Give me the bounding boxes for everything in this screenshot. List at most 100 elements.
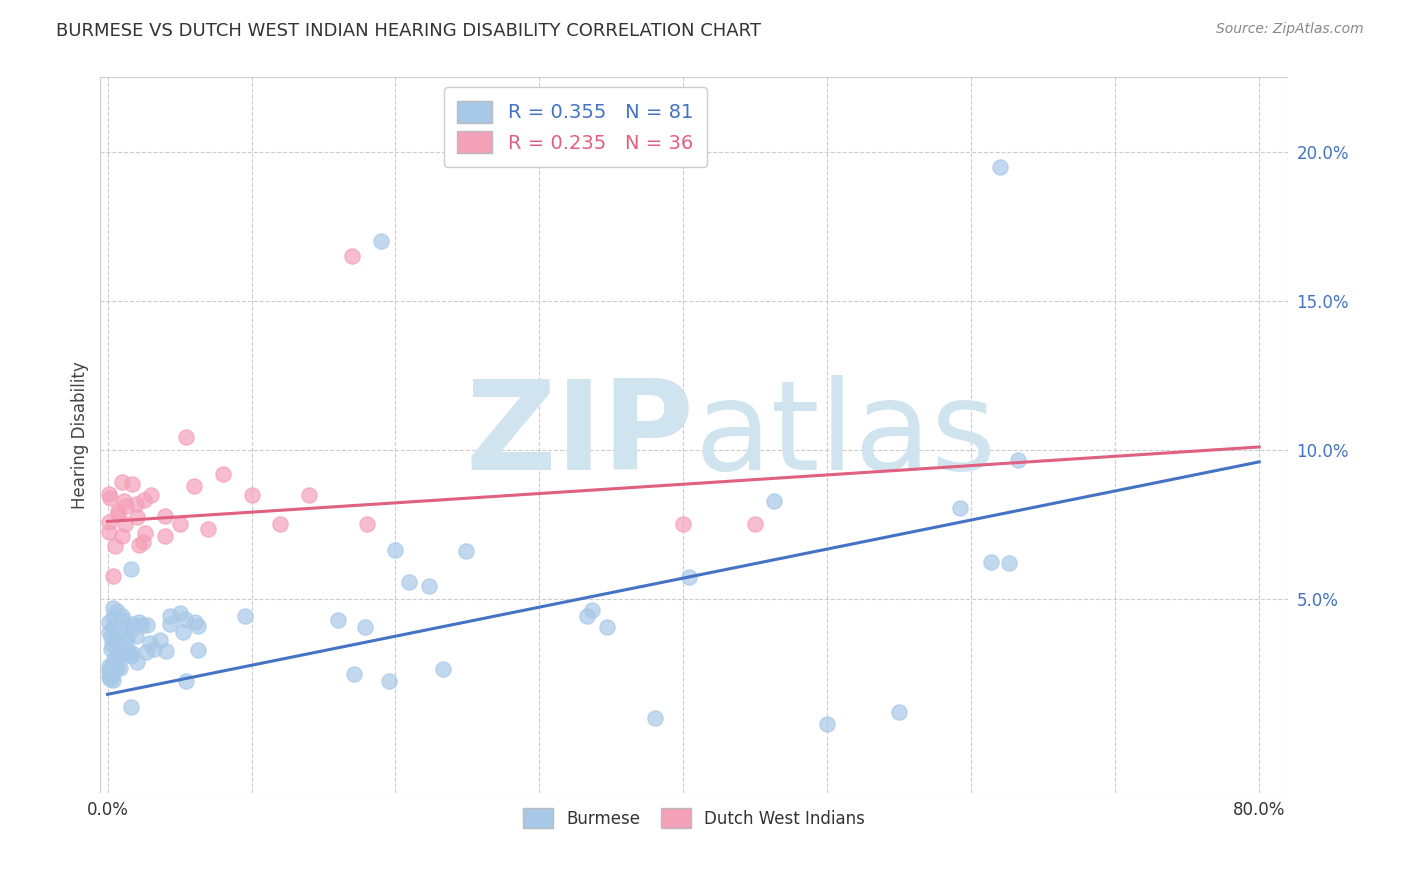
Point [136, 617, 159, 632]
Point [112, 494, 135, 508]
Point [988, 160, 1011, 174]
Point [104, 539, 127, 553]
Point [101, 569, 124, 583]
Point [100, 630, 122, 644]
Point [111, 619, 134, 633]
Point [111, 529, 134, 543]
Point [581, 602, 603, 616]
Y-axis label: Hearing Disability: Hearing Disability [72, 361, 89, 509]
Point [184, 615, 207, 629]
Point [326, 613, 349, 627]
Point [744, 517, 766, 532]
Point [418, 578, 440, 592]
Point [105, 640, 128, 655]
Point [172, 624, 194, 639]
Point [121, 646, 143, 660]
Point [101, 673, 124, 687]
Point [134, 526, 156, 541]
Point [127, 510, 149, 524]
Point [114, 499, 136, 513]
Point [101, 638, 124, 652]
Point [1007, 453, 1029, 467]
Point [342, 666, 364, 681]
Point [98, 524, 121, 539]
Text: ZIP: ZIP [465, 375, 695, 496]
Point [159, 617, 181, 632]
Point [98, 671, 121, 685]
Point [120, 623, 142, 637]
Point [104, 631, 127, 645]
Point [183, 479, 205, 493]
Point [111, 475, 134, 490]
Point [187, 642, 209, 657]
Point [108, 661, 131, 675]
Point [120, 700, 142, 714]
Point [98, 615, 121, 630]
Point [132, 534, 155, 549]
Point [105, 604, 128, 618]
Point [169, 517, 191, 532]
Point [127, 656, 149, 670]
Point [120, 649, 142, 664]
Point [107, 507, 129, 521]
Point [101, 610, 124, 624]
Point [576, 609, 599, 624]
Point [112, 614, 135, 628]
Point [103, 601, 125, 615]
Point [644, 711, 666, 725]
Point [815, 717, 838, 731]
Point [98, 487, 121, 501]
Point [174, 674, 197, 689]
Point [153, 529, 176, 543]
Point [211, 467, 233, 481]
Point [889, 705, 911, 719]
Point [101, 669, 124, 683]
Point [131, 618, 153, 632]
Point [153, 508, 176, 523]
Point [117, 644, 139, 658]
Point [98, 673, 121, 687]
Point [159, 609, 181, 624]
Point [949, 501, 972, 516]
Point [114, 517, 136, 532]
Point [107, 504, 129, 518]
Point [998, 557, 1021, 571]
Point [762, 494, 785, 508]
Point [135, 645, 157, 659]
Point [678, 570, 700, 584]
Point [149, 633, 172, 648]
Point [121, 477, 143, 491]
Point [108, 639, 131, 653]
Point [128, 615, 150, 630]
Point [378, 674, 401, 689]
Point [139, 636, 162, 650]
Point [173, 612, 195, 626]
Point [169, 607, 191, 621]
Point [98, 664, 121, 678]
Point [125, 629, 148, 643]
Point [298, 488, 321, 502]
Point [120, 562, 142, 576]
Text: Source: ZipAtlas.com: Source: ZipAtlas.com [1216, 22, 1364, 37]
Point [114, 647, 136, 661]
Point [132, 493, 155, 508]
Point [370, 235, 392, 249]
Text: atlas: atlas [695, 375, 997, 496]
Point [115, 629, 138, 643]
Point [233, 609, 256, 624]
Point [155, 643, 177, 657]
Point [356, 517, 378, 532]
Point [103, 651, 125, 665]
Point [672, 517, 695, 532]
Text: BURMESE VS DUTCH WEST INDIAN HEARING DISABILITY CORRELATION CHART: BURMESE VS DUTCH WEST INDIAN HEARING DIS… [56, 22, 761, 40]
Point [115, 647, 138, 661]
Point [98, 624, 121, 639]
Point [187, 618, 209, 632]
Point [105, 649, 128, 664]
Point [105, 661, 128, 675]
Point [101, 657, 124, 672]
Point [240, 488, 263, 502]
Point [980, 555, 1002, 569]
Point [100, 641, 122, 656]
Point [98, 515, 121, 529]
